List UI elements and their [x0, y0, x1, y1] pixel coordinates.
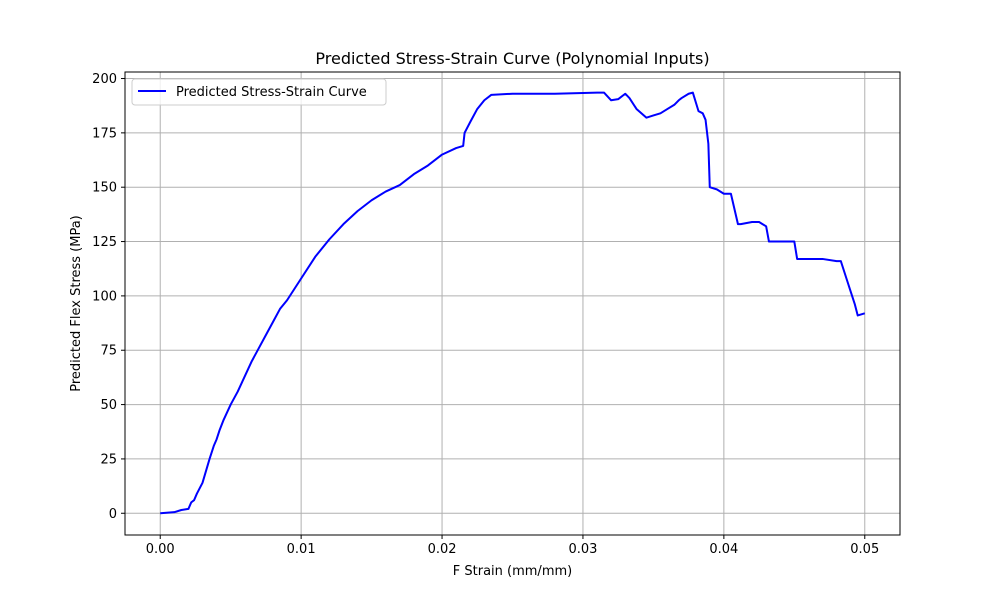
- x-tick-label: 0.03: [568, 542, 597, 557]
- x-tick-label: 0.00: [146, 542, 175, 557]
- y-tick-label: 25: [100, 452, 117, 467]
- x-tick-label: 0.04: [709, 542, 738, 557]
- chart-title: Predicted Stress-Strain Curve (Polynomia…: [315, 49, 709, 68]
- y-tick-label: 175: [92, 126, 117, 141]
- y-tick-label: 200: [92, 72, 117, 87]
- x-tick-label: 0.02: [428, 542, 457, 557]
- x-tick-label: 0.01: [287, 542, 316, 557]
- y-tick-label: 100: [92, 289, 117, 304]
- y-tick-label: 50: [100, 398, 117, 413]
- legend: Predicted Stress-Strain Curve: [131, 78, 387, 106]
- x-tick-label: 0.05: [850, 542, 879, 557]
- grid-lines: [125, 72, 900, 535]
- x-axis-ticks: 0.00 0.01 0.02 0.03 0.04 0.05: [146, 535, 879, 557]
- y-tick-label: 0: [109, 507, 117, 522]
- y-tick-label: 75: [100, 344, 117, 359]
- y-tick-label: 150: [92, 181, 117, 196]
- axes-frame: [124, 71, 901, 536]
- legend-box: [131, 78, 387, 106]
- legend-label: Predicted Stress-Strain Curve: [176, 85, 367, 100]
- y-tick-label: 125: [92, 235, 117, 250]
- plot-area: [160, 91, 866, 515]
- series-line: [160, 91, 866, 515]
- y-axis-label: Predicted Flex Stress (MPa): [69, 215, 84, 392]
- x-axis-label: F Strain (mm/mm): [453, 564, 572, 579]
- y-axis-ticks: 0 25 50 75 100 125 150 175 200: [92, 72, 125, 522]
